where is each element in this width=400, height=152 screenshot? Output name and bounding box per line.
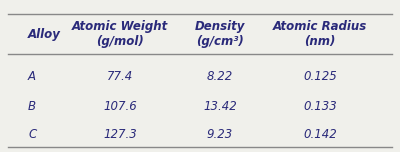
Text: A: A xyxy=(28,69,36,83)
Text: 0.133: 0.133 xyxy=(303,100,337,113)
Text: Atomic Radius
(nm): Atomic Radius (nm) xyxy=(273,20,367,48)
Text: 8.22: 8.22 xyxy=(207,69,233,83)
Text: 77.4: 77.4 xyxy=(107,69,133,83)
Text: 127.3: 127.3 xyxy=(103,128,137,141)
Text: Density
(g/cm³): Density (g/cm³) xyxy=(195,20,245,48)
Text: 13.42: 13.42 xyxy=(203,100,237,113)
Text: C: C xyxy=(28,128,36,141)
Text: 0.125: 0.125 xyxy=(303,69,337,83)
Text: 107.6: 107.6 xyxy=(103,100,137,113)
Text: 9.23: 9.23 xyxy=(207,128,233,141)
Text: Alloy: Alloy xyxy=(28,28,61,41)
Text: Atomic Weight
(g/mol): Atomic Weight (g/mol) xyxy=(72,20,168,48)
Text: B: B xyxy=(28,100,36,113)
Text: 0.142: 0.142 xyxy=(303,128,337,141)
